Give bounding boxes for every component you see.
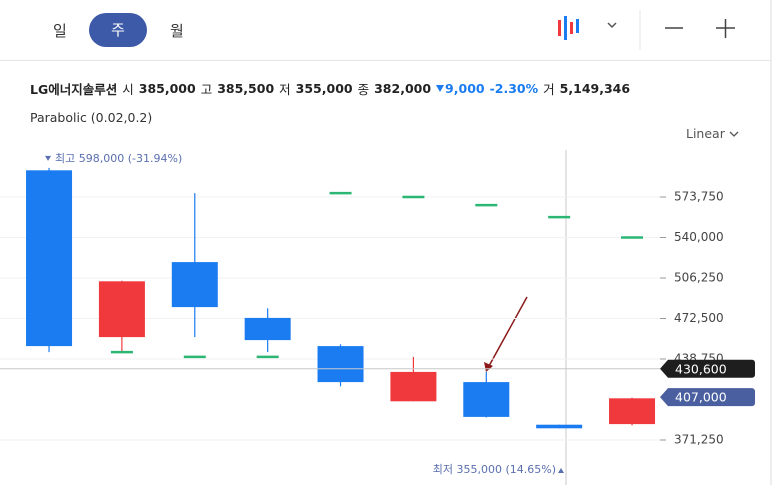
scale-mode-label[interactable]: Linear <box>686 126 725 141</box>
candle-body <box>390 371 437 402</box>
tab-week[interactable]: 주 <box>89 13 147 47</box>
tab-month[interactable]: 월 <box>170 22 184 40</box>
candle-body <box>171 262 218 308</box>
quote-label: 거 <box>543 82 555 97</box>
min-label: 최저 355,000 (14.65%) <box>433 463 556 476</box>
candle-body <box>536 424 583 429</box>
quote-label: 저 <box>279 82 291 97</box>
tab-day[interactable]: 일 <box>53 22 67 40</box>
last-price-tag <box>660 388 755 407</box>
quote-value: 355,000 <box>295 81 353 96</box>
quote-value: 382,000 <box>374 81 432 96</box>
y-tick-label: 472,500 <box>674 311 724 325</box>
stock-name: LG에너지솔루션 <box>30 82 118 97</box>
annotation-arrow <box>488 296 528 367</box>
y-tick-label: 573,750 <box>674 190 724 204</box>
quote-value: 385,500 <box>217 81 275 96</box>
candle-body <box>609 398 656 425</box>
zoom-in[interactable] <box>716 19 735 38</box>
scale-mode[interactable]: Linear <box>686 126 739 141</box>
quote-line: LG에너지솔루션 시 385,000 고 385,500 저 355,000 종 382… <box>30 79 630 98</box>
crosshair-tag <box>660 359 755 378</box>
y-tick-label: 506,250 <box>674 271 724 285</box>
change: 9,000 <box>445 81 485 96</box>
candle-body <box>463 382 510 417</box>
arrow-head <box>484 362 493 372</box>
quote-label: 종 <box>357 82 370 97</box>
y-tick-label: 371,250 <box>674 433 724 447</box>
max-label: 최고 598,000 (-31.94%) <box>55 152 182 165</box>
chevron <box>729 131 739 137</box>
min-marker <box>558 468 564 473</box>
candle-body <box>98 281 145 338</box>
change-pct: -2.30% <box>489 81 539 96</box>
volume: 5,149,346 <box>559 81 631 96</box>
chevron[interactable] <box>607 22 617 29</box>
crosshair-label: 430,600 <box>675 361 727 376</box>
chart-type-icon[interactable] <box>558 16 579 40</box>
down-triangle <box>436 85 445 92</box>
quote-label: 시 <box>122 82 134 97</box>
indicator: Parabolic (0.02,0.2) <box>30 110 153 125</box>
quote-value: 385,000 <box>138 81 196 96</box>
last-price-label: 407,000 <box>675 390 727 405</box>
candle-body <box>244 317 291 341</box>
candle-body <box>317 346 364 383</box>
y-tick-label: 540,000 <box>674 230 724 244</box>
toolbar-icons[interactable] <box>545 10 745 50</box>
toolbar: 일 주 월 <box>0 0 771 61</box>
max-marker <box>45 155 52 161</box>
candle-body <box>26 170 73 347</box>
quote-label: 고 <box>200 82 213 97</box>
